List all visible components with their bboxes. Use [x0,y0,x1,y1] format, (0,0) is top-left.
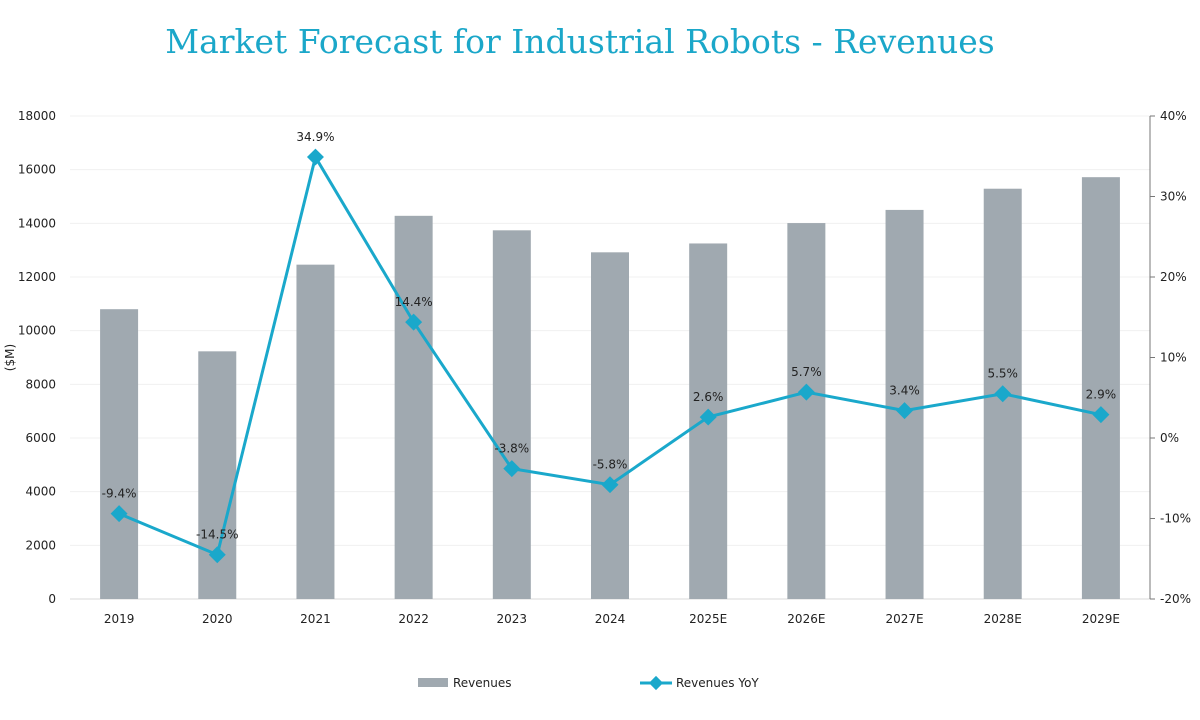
x-tick-label: 2025E [689,612,727,626]
yoy-point [306,148,324,166]
y-tick-label: 16000 [18,163,56,177]
legend-line-marker [648,675,664,691]
data-label: 5.5% [987,367,1018,381]
x-tick-label: 2020 [202,612,233,626]
y-right-tick-label: 20% [1160,270,1187,284]
yoy-point [503,460,521,478]
y-tick-label: 6000 [25,431,56,445]
data-label: 2.6% [693,390,724,404]
data-label: 14.4% [395,295,433,309]
y-right-tick-label: -10% [1160,512,1191,526]
bar [1081,177,1120,599]
y-tick-label: 12000 [18,270,56,284]
y-tick-label: 2000 [25,538,56,552]
x-tick-label: 2024 [595,612,626,626]
y-tick-label: 10000 [18,324,56,338]
x-tick-label: 2023 [497,612,528,626]
x-tick-label: 2019 [104,612,135,626]
x-tick-label: 2028E [984,612,1022,626]
y-right-tick-label: 30% [1160,190,1187,204]
data-label: 3.4% [889,384,920,398]
yoy-point [896,402,914,420]
data-label: -5.8% [593,458,628,472]
x-tick-label: 2027E [885,612,923,626]
bar [787,223,826,599]
yoy-point [601,476,619,494]
y-right-tick-label: 40% [1160,109,1187,123]
chart-title: Market Forecast for Industrial Robots - … [165,22,995,61]
y-tick-label: 0 [48,592,56,606]
y-tick-label: 8000 [25,377,56,391]
yoy-point [994,385,1012,403]
y-tick-label: 4000 [25,485,56,499]
x-tick-label: 2029E [1082,612,1120,626]
bar [296,264,335,599]
yoy-point [208,546,226,564]
bar [591,252,629,599]
y-tick-label: 18000 [18,109,56,123]
yoy-point [405,313,423,331]
data-label: -14.5% [196,528,238,542]
data-label: -3.8% [494,442,529,456]
data-label: 5.7% [791,365,822,379]
y-right-tick-label: 0% [1160,431,1179,445]
legend-label: Revenues YoY [676,676,759,690]
legend-label: Revenues [453,676,512,690]
bar [492,230,531,599]
x-tick-label: 2022 [398,612,429,626]
data-label: 2.9% [1086,388,1117,402]
bar [394,215,433,599]
y-right-tick-label: -20% [1160,592,1191,606]
bar [100,309,139,599]
y-axis-label: ($M) [3,344,17,371]
yoy-point [699,408,717,426]
y-tick-label: 14000 [18,216,56,230]
x-tick-label: 2021 [300,612,331,626]
data-label: -9.4% [102,487,137,501]
yoy-point [797,383,815,401]
y-right-tick-label: 10% [1160,351,1187,365]
x-tick-label: 2026E [787,612,825,626]
data-label: 34.9% [296,130,334,144]
legend-bar-swatch [418,678,448,687]
